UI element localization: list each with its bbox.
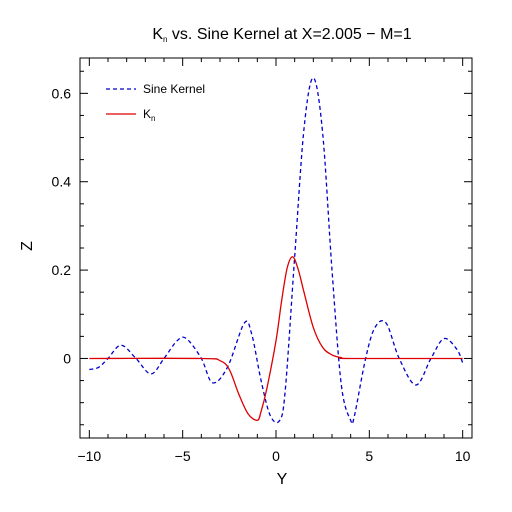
x-tick-label: 5	[365, 448, 373, 464]
x-tick-label: −10	[77, 448, 101, 464]
legend: Sine Kernel Kn	[106, 82, 205, 123]
x-tick-label: 10	[455, 448, 471, 464]
x-axis-label: Y	[277, 471, 288, 488]
title-rest: vs. Sine Kernel at X=2.005 − M=1	[167, 26, 411, 43]
y-tick-label: 0	[63, 350, 71, 366]
y-tick-label: 0.2	[52, 262, 72, 278]
title-main: K	[152, 26, 163, 43]
y-tick-label: 0.6	[52, 85, 72, 101]
tick-labels: −10 −5 0 5 10 0 0.2 0.4 0.6	[52, 85, 471, 464]
legend-label-kn: Kn	[143, 107, 155, 123]
title-sub: n	[163, 35, 167, 44]
x-tick-label: −5	[175, 448, 191, 464]
ticks	[80, 58, 472, 438]
legend-kn-sub: n	[151, 114, 155, 123]
legend-label-sine-kernel: Sine Kernel	[143, 82, 205, 96]
series-group	[89, 77, 464, 425]
series-line-kn	[89, 256, 463, 421]
y-axis-label: Z	[19, 241, 36, 251]
legend-kn-main: K	[143, 107, 151, 121]
x-tick-label: 0	[272, 448, 280, 464]
chart-title: Kn vs. Sine Kernel at X=2.005 − M=1	[152, 26, 411, 44]
series-line-sine-kernel	[89, 77, 464, 425]
plot-frame	[79, 57, 473, 439]
y-tick-label: 0.4	[52, 174, 72, 190]
